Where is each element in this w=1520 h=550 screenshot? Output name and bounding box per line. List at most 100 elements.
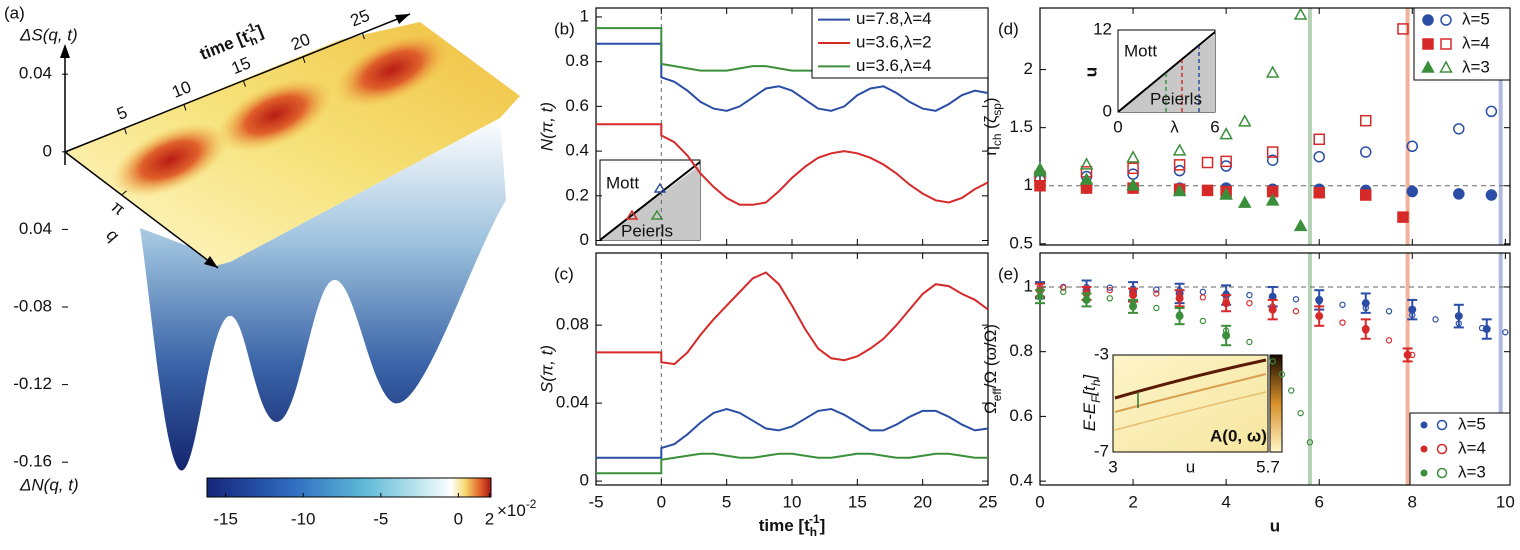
inset-y-label-part: E-E: [1080, 402, 1099, 431]
marker: [1406, 140, 1419, 152]
marker: [1359, 189, 1372, 201]
y-axis-label-part: Ω: [981, 401, 1000, 414]
y-tick-label: 0: [580, 230, 589, 249]
point: [1268, 305, 1277, 314]
x-axis-label: u: [1270, 516, 1280, 535]
colorbar-tick-label: -15: [213, 509, 238, 528]
marker: [1293, 7, 1308, 20]
colorbar-tick-label: 2: [485, 509, 494, 528]
x-tick-label: 6: [1314, 492, 1323, 511]
inset-b-art: [599, 159, 701, 241]
x-tick-label: 10: [783, 492, 802, 511]
q-tick: [121, 190, 127, 196]
panel-label: (c): [554, 264, 574, 283]
line: [596, 452, 988, 475]
time-tick-label: 25: [348, 6, 373, 31]
inset-label: Peierls: [1150, 89, 1202, 108]
inset-tick-label: 12: [1093, 19, 1112, 38]
fit-point: [1339, 319, 1346, 326]
y-tick-label: 0.08: [556, 315, 589, 334]
marker: [1172, 143, 1187, 156]
legend-label: λ=4: [1458, 438, 1486, 457]
x-tick-label: 0: [1035, 492, 1044, 511]
legend-label: u=7.8,λ=4: [856, 9, 932, 28]
colorbar-tick-label: 0: [454, 509, 463, 528]
inset-tick-label: 6: [1210, 117, 1219, 136]
marker: [1453, 123, 1465, 135]
legend-swatch: [1436, 419, 1448, 431]
point: [1175, 312, 1184, 321]
time-tick: [242, 80, 246, 87]
marker: [1172, 184, 1187, 197]
inset-tick-label: 0: [1113, 117, 1122, 136]
marker: [1440, 38, 1452, 50]
inset-label: Mott: [1124, 41, 1157, 60]
y-axis-label-part: eff: [990, 388, 1004, 402]
y-axis-label: S(π, t): [537, 345, 556, 393]
y-axis-label: Ωeff/Ω (ω/Ω): [981, 324, 1004, 414]
inset-frame: [1112, 354, 1269, 453]
y-tick-label: 0.4: [565, 141, 589, 160]
marker: [1313, 133, 1325, 146]
x-tick-label: -5: [588, 492, 603, 511]
fit-point: [1246, 338, 1253, 346]
legend-label: λ=4: [1462, 33, 1490, 52]
y-tick-label: 0.8: [1009, 341, 1033, 360]
point: [1129, 291, 1138, 300]
x-tick-label: 0: [657, 492, 666, 511]
marker: [1127, 162, 1139, 175]
x-tick-label: 2: [1128, 492, 1137, 511]
marker: [1485, 105, 1498, 118]
y-tick-label: 0.6: [1009, 406, 1033, 425]
surface-peak: [334, 32, 450, 108]
q-axis-label: q: [103, 225, 123, 246]
legend-label: u=3.6,λ=4: [856, 56, 932, 75]
marker: [1237, 195, 1252, 208]
marker: [1079, 172, 1094, 185]
colorbar-scale-part: -2: [526, 497, 537, 511]
point: [1222, 299, 1231, 308]
spectral-band: [1114, 373, 1267, 413]
inset-x-label: u: [1186, 457, 1195, 476]
fit-point: [1199, 288, 1207, 296]
x-tick-label: 5: [722, 492, 731, 511]
x-tick-label: 20: [913, 492, 932, 511]
marker: [1453, 188, 1465, 200]
surface-body: [140, 118, 506, 471]
inset-marker: [625, 209, 639, 220]
marker: [1439, 60, 1453, 73]
y-axis-label-part: η: [981, 146, 1000, 155]
marker: [1313, 150, 1325, 163]
fit-point: [1432, 316, 1439, 323]
fit-point: [1199, 317, 1207, 325]
y-tick-label: 0: [580, 471, 589, 490]
inset-marker: [650, 209, 664, 220]
time-tick: [124, 128, 127, 135]
legend-label: λ=5: [1462, 9, 1490, 28]
panel-label: (e): [998, 264, 1019, 283]
fit-point: [1153, 286, 1160, 293]
marker: [1313, 186, 1325, 199]
y-tick-label: 1.5: [1009, 117, 1033, 136]
marker: [1485, 189, 1498, 201]
legend-swatch: [1420, 469, 1428, 477]
point: [1315, 295, 1324, 304]
marker: [1440, 14, 1452, 26]
point: [1036, 292, 1044, 301]
legend-swatch: [1436, 443, 1448, 455]
q-tick-label: π: [108, 197, 129, 219]
plot-frame: [1039, 7, 1511, 246]
phase-boundary: [599, 161, 701, 241]
fit-point: [1060, 284, 1067, 291]
y-tick-label: 2: [1024, 59, 1033, 78]
marker: [1265, 65, 1280, 78]
time-tick: [302, 56, 306, 63]
y-axis-label: N(π, t): [537, 102, 556, 151]
colorbar-scale: ×10-2: [497, 497, 537, 520]
inset-tick-label: -3: [1094, 344, 1109, 363]
colorbar-tick-label: -10: [291, 509, 316, 528]
y-tick-label: 0.4: [1009, 471, 1033, 490]
inset-d-art: [1117, 29, 1216, 113]
x-axis-label-part: -1: [809, 512, 820, 526]
phase-boundary: [1117, 31, 1216, 113]
